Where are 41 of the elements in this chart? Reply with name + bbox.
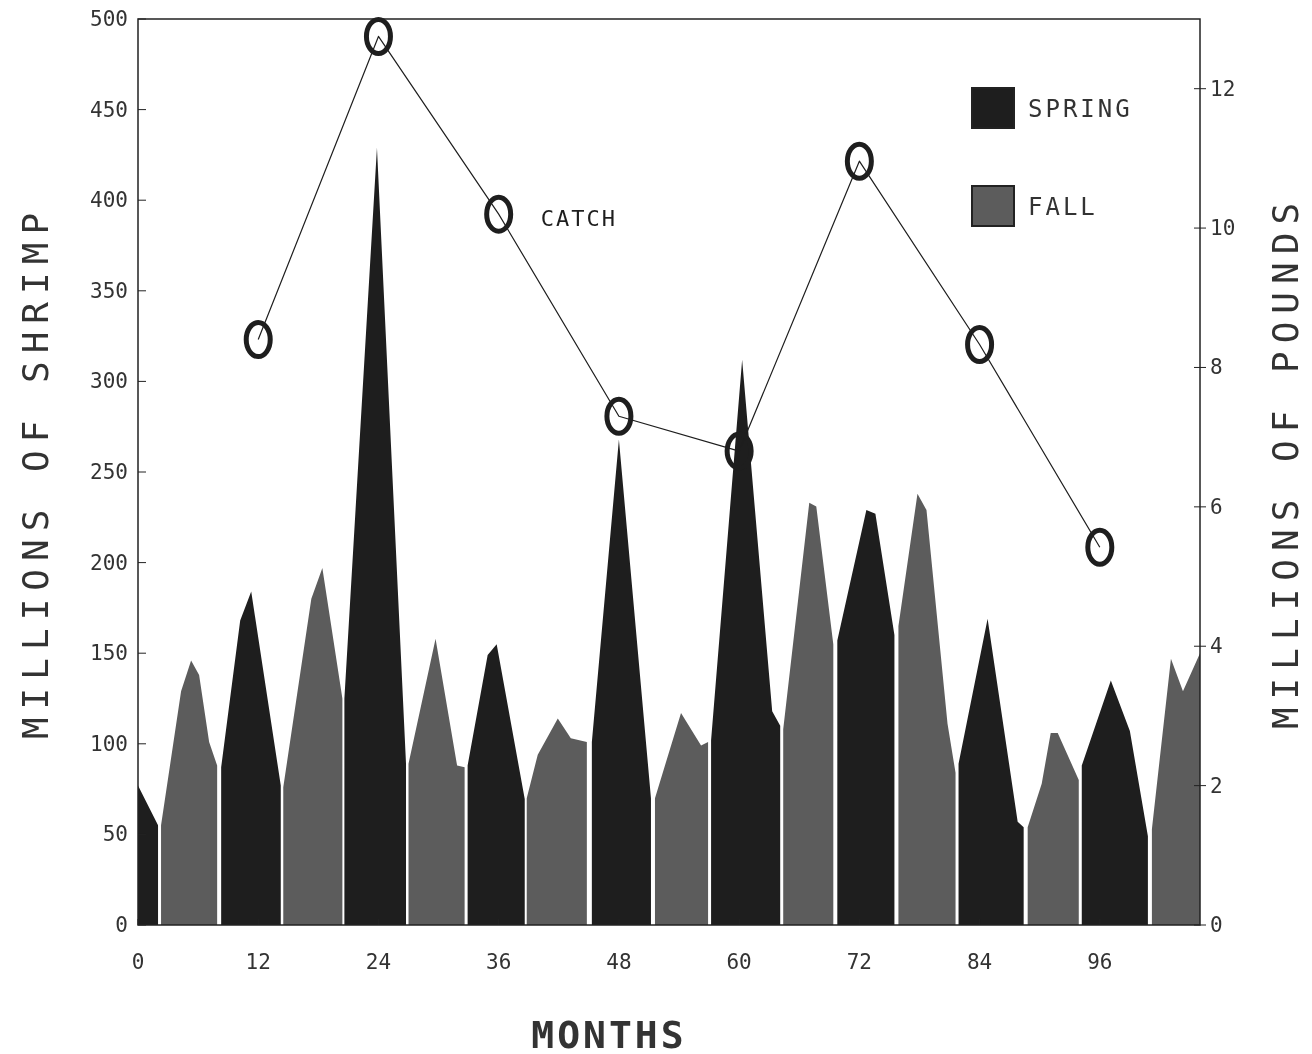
point (844, 141, 874, 181)
y-tick-label: 350 (90, 278, 128, 303)
x-tick-label: 0 (131, 950, 145, 974)
y2-axis-title: MILLIONS OF POUNDS (1265, 194, 1306, 730)
y2-tick-label: 4 (1210, 634, 1223, 659)
y2-tick-label: 10 (1210, 216, 1236, 241)
y-tick-label: 100 (90, 731, 128, 756)
legend-label: FALL (1028, 193, 1098, 221)
y-tick-label: 400 (90, 188, 128, 213)
series-label: CATCH (540, 206, 617, 232)
point (484, 194, 514, 234)
y-tick-label: 150 (90, 641, 128, 666)
y-tick-label: 200 (90, 550, 128, 575)
x-tick-label: 24 (365, 950, 392, 974)
y-tick-label: 50 (102, 822, 128, 847)
y-tick-label: 500 (90, 7, 128, 31)
point (604, 396, 634, 436)
y-tick-label: 450 (90, 97, 128, 122)
x-tick-label: 60 (726, 950, 752, 974)
y-axis-title: MILLIONS OF SHRIMP (15, 204, 56, 740)
point (243, 320, 273, 360)
y2-tick-label: 2 (1210, 773, 1223, 798)
x-tick-label: 36 (486, 950, 512, 974)
point (1085, 527, 1115, 567)
y2-tick-label: 12 (1210, 76, 1236, 101)
point (724, 431, 754, 471)
y2-tick-label: 6 (1210, 494, 1223, 519)
y2-tick-label: 0 (1210, 913, 1223, 937)
x-tick-label: 12 (245, 950, 271, 974)
y-tick-label: 250 (90, 460, 128, 484)
x-tick-label: 72 (846, 950, 873, 974)
point (965, 324, 995, 364)
x-tick-label: 84 (966, 950, 993, 974)
x-axis-title: MONTHS (531, 1013, 687, 1054)
x-tick-label: 96 (1087, 950, 1113, 974)
point (363, 16, 393, 56)
y-tick-label: 300 (90, 369, 128, 394)
y2-tick-label: 8 (1210, 355, 1223, 380)
x-tick-label: 48 (606, 950, 632, 974)
legend-label: SPRING (1028, 95, 1133, 123)
y-tick-label: 0 (115, 913, 128, 937)
